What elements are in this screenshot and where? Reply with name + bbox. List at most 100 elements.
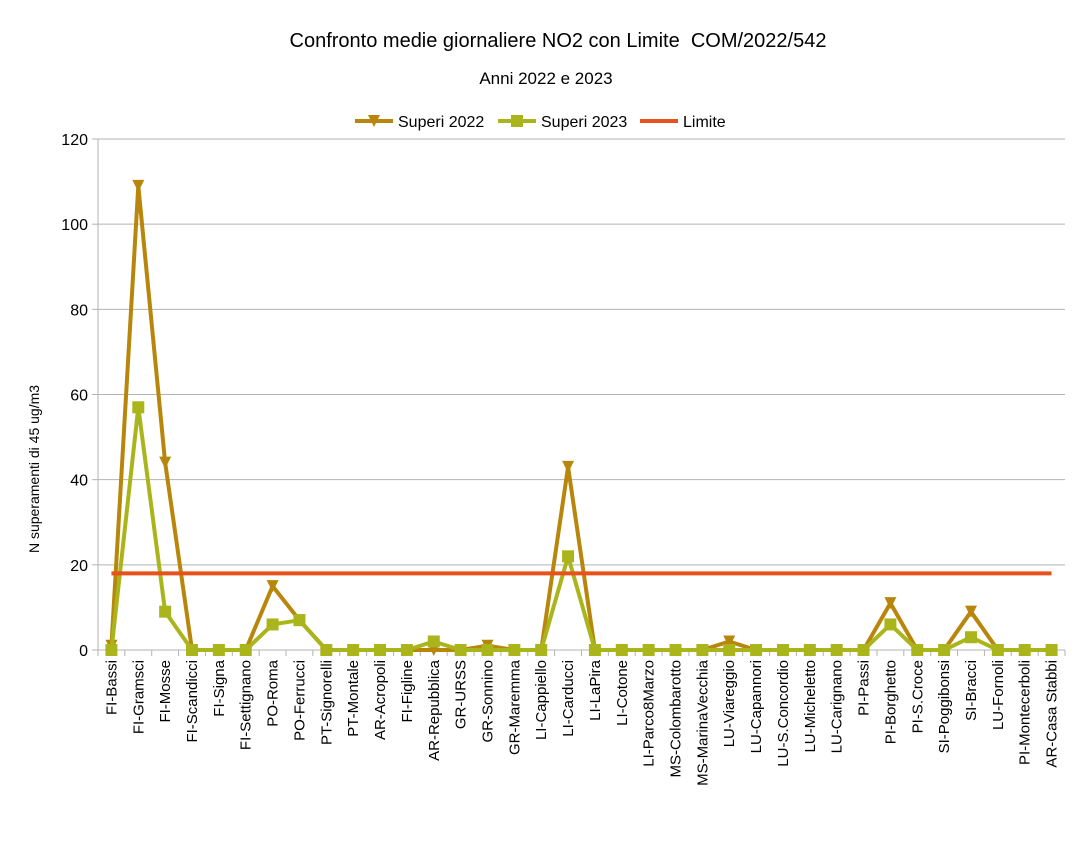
data-point-square	[508, 644, 521, 656]
x-tick-label: GR-Maremma	[506, 659, 523, 755]
legend[interactable]: Superi 2022 Superi 2023 Limite	[355, 114, 726, 131]
data-point-square	[938, 644, 951, 656]
legend-item[interactable]: Superi 2023	[498, 114, 627, 131]
y-tick-label: 40	[70, 473, 88, 490]
x-tick-label: SI-Poggibonsi	[936, 660, 953, 753]
data-point-square	[239, 644, 252, 656]
x-tick-label: LI-LaPira	[587, 659, 604, 721]
data-point-square	[105, 644, 118, 656]
data-point-square	[669, 644, 682, 656]
x-tick-label: PT-Montale	[345, 660, 362, 737]
y-tick-label: 120	[61, 132, 88, 149]
data-point-square	[132, 401, 145, 414]
legend-label: Superi 2022	[398, 114, 484, 131]
x-tick-label: AR-Acropoli	[372, 660, 389, 740]
x-tick-label: FI-Signa	[211, 659, 228, 716]
data-point-square	[454, 644, 467, 656]
data-point-square	[186, 644, 199, 656]
x-tick-label: LU-Viareggio	[721, 660, 738, 747]
series-line	[109, 405, 1052, 652]
data-point-square	[266, 618, 279, 631]
data-point-square	[911, 644, 924, 656]
legend-item[interactable]: Limite	[640, 114, 726, 131]
chart-subtitle: Anni 2022 e 2023	[479, 69, 612, 88]
y-tick-label: 80	[70, 302, 88, 319]
data-point-square	[723, 644, 736, 656]
x-tick-label: FI-Bassi	[103, 660, 120, 715]
data-point-square	[562, 550, 575, 563]
legend-label: Superi 2023	[541, 114, 627, 131]
data-point-triangle	[562, 460, 575, 473]
data-point-square	[776, 644, 789, 656]
data-point-triangle	[884, 597, 897, 610]
legend-marker-square	[511, 115, 523, 127]
data-point-square	[991, 644, 1004, 656]
x-tick-label: LI-Carducci	[560, 660, 577, 737]
y-tick-label: 0	[79, 643, 88, 660]
legend-marker-triangle	[368, 115, 380, 127]
series-layer	[105, 179, 1058, 656]
data-point-square	[427, 635, 440, 648]
tick-labels: 0 20 40 60 80 100 120 FI-Bassi FI-Gramsci FI-Moss…	[61, 132, 1060, 786]
data-point-square	[212, 644, 225, 656]
x-tick-label: LU-Micheletto	[802, 660, 819, 753]
x-tick-label: LU-Fornoli	[990, 660, 1007, 730]
y-tick-label: 100	[61, 217, 88, 234]
data-point-square	[481, 644, 494, 656]
x-tick-label: AR-Casa Stabbi	[1044, 660, 1061, 768]
gridlines	[98, 138, 1065, 566]
legend-item[interactable]: Superi 2022	[355, 114, 484, 131]
data-point-square	[159, 605, 172, 618]
data-point-square	[857, 644, 870, 656]
x-tick-label: LI-Parco8Marzo	[641, 660, 658, 767]
legend-label: Limite	[683, 114, 726, 131]
data-point-square	[535, 644, 548, 656]
axes	[92, 138, 1066, 656]
x-tick-label: LU-Carignano	[829, 660, 846, 753]
data-point-square	[347, 644, 360, 656]
data-point-square	[884, 618, 897, 631]
x-tick-label: FI-Figline	[399, 660, 416, 723]
x-tick-label: LI-Cappiello	[533, 660, 550, 740]
x-tick-label: MS-Colombarotto	[668, 660, 685, 778]
data-point-square	[588, 644, 601, 656]
x-tick-label: LI-Cotone	[614, 660, 631, 726]
data-point-square	[400, 644, 413, 656]
data-point-square	[293, 614, 306, 627]
series-line	[109, 183, 1052, 652]
data-point-square	[615, 644, 628, 656]
data-point-triangle	[964, 605, 977, 618]
x-tick-label: PI-Montecerboli	[1017, 660, 1034, 765]
x-tick-label: GR-URSS	[453, 660, 470, 729]
chart-title: Confronto medie giornaliere NO2 con Limi…	[290, 30, 827, 52]
data-point-square	[803, 644, 816, 656]
y-tick-label: 20	[70, 558, 88, 575]
data-point-square	[374, 644, 387, 656]
data-point-square	[642, 644, 655, 656]
x-tick-label: MS-MarinaVecchia	[694, 659, 711, 786]
data-point-square	[750, 644, 763, 656]
x-tick-label: PI-Passi	[856, 660, 873, 716]
x-tick-label: PT-Signorelli	[318, 660, 335, 745]
x-tick-label: PO-Roma	[265, 659, 282, 726]
data-point-triangle	[159, 456, 172, 469]
data-point-triangle	[266, 580, 279, 593]
x-tick-label: SI-Bracci	[963, 660, 980, 721]
x-tick-label: GR-Sonnino	[479, 660, 496, 743]
data-point-square	[830, 644, 843, 656]
x-tick-label: PO-Ferrucci	[291, 660, 308, 741]
x-tick-label: FI-Settignano	[238, 660, 255, 750]
data-point-square	[696, 644, 709, 656]
x-tick-label: AR-Repubblica	[426, 659, 443, 761]
y-axis-label: N superamenti di 45 ug/m3	[26, 385, 42, 553]
data-point-square	[1018, 644, 1031, 656]
y-tick-label: 60	[70, 388, 88, 405]
x-tick-label: FI-Mosse	[157, 660, 174, 723]
x-tick-label: PI-Borghetto	[882, 660, 899, 744]
x-tick-label: LU-Capannori	[748, 660, 765, 753]
data-point-square	[964, 631, 977, 644]
data-point-square	[320, 644, 333, 656]
data-point-triangle	[132, 179, 145, 192]
